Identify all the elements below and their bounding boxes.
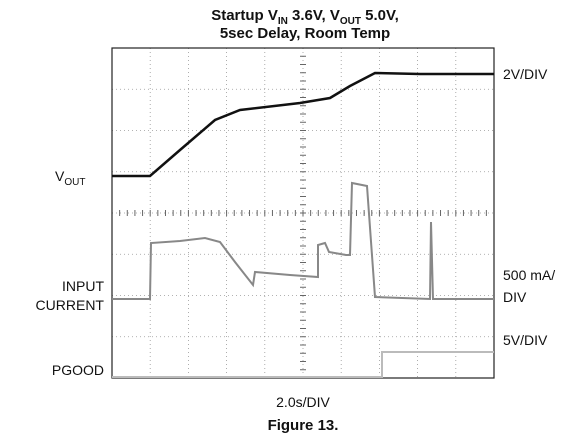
time-scale: 2.0s/DIV	[276, 394, 330, 410]
vout-trace	[112, 71, 494, 178]
grid	[111, 47, 495, 379]
current-label: CURRENT	[36, 297, 105, 313]
title-line2: 5sec Delay, Room Temp	[220, 25, 390, 42]
input-label: INPUT	[62, 278, 104, 294]
vout-label: VOUT	[55, 168, 85, 188]
pgood-scale: 5V/DIV	[503, 332, 548, 348]
caption: Figure 13.	[268, 417, 339, 434]
pgood-label: PGOOD	[52, 362, 104, 378]
current-scale: DIV	[503, 289, 527, 305]
title-line1: Startup VIN 3.6V, VOUT 5.0V,	[211, 7, 399, 27]
current-scale: 500 mA/	[503, 267, 555, 283]
vout-scale: 2V/DIV	[503, 66, 548, 82]
current-trace	[112, 181, 494, 301]
pgood-trace	[112, 351, 494, 378]
